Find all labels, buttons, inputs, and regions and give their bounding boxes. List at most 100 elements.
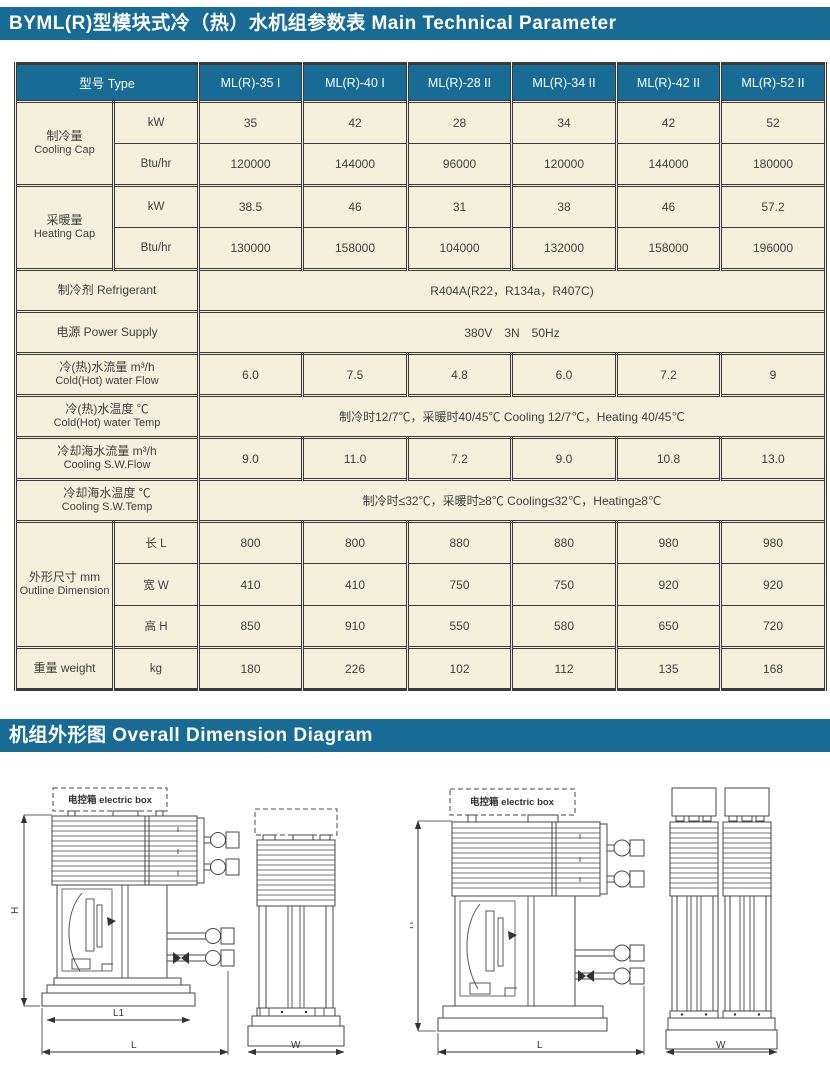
cooling-kw-cell: 42: [615, 100, 723, 144]
weight-cell: 112: [510, 646, 619, 690]
heating-kw-cell: 31: [406, 184, 514, 228]
main-title-bar: BYML(R)型模块式冷（热）水机组参数表 Main Technical Par…: [0, 7, 830, 40]
sw-flow-cell: 9.0: [197, 436, 305, 480]
sw-flow-cell: 10.8: [615, 436, 723, 480]
weight-cell: 168: [719, 646, 828, 690]
water-temp-label-cn: 冷(热)水温度 ℃: [65, 402, 149, 417]
dimension-label-en: Outline Dimension: [19, 585, 110, 598]
water-flow-cell: 6.0: [197, 352, 305, 396]
cooling-btu-cell: 120000: [197, 143, 305, 186]
dimension-label-cell: 外形尺寸 mm Outline Dimension: [14, 520, 115, 648]
dim-w-label: W: [291, 1040, 301, 1051]
heating-btu-cell: 104000: [406, 227, 514, 270]
model-header-cell: ML(R)-40 I: [301, 63, 410, 102]
dimension-width-row: 宽 W 410 410 750 750 920 920: [16, 563, 828, 606]
electric-box-outline: [52, 787, 168, 812]
sw-flow-row: 冷却海水流量 m³/h Cooling S.W.Flow 9.0 11.0 7.…: [13, 436, 828, 480]
height-unit-cell: 高 H: [111, 605, 201, 648]
height-cell: 580: [510, 605, 619, 648]
length-cell: 800: [301, 520, 410, 564]
cooling-btu-cell: 180000: [719, 143, 828, 186]
sw-temp-row: 冷却海水温度 ℃ Cooling S.W.Temp 制冷时≤32℃，采暖时≥8℃…: [13, 478, 828, 522]
cooling-btu-cell: 120000: [510, 143, 619, 186]
electric-box-outline: [449, 788, 576, 816]
width-cell: 750: [406, 563, 514, 606]
electric-box-side-outline: [254, 808, 338, 836]
weight-cell: 102: [406, 646, 514, 690]
diagram-title-bar: 机组外形图 Overall Dimension Diagram: [0, 719, 830, 752]
side-view-dual: W: [665, 787, 778, 1056]
cooling-btu-unit: Btu/hr: [111, 143, 201, 186]
cooling-kw-cell: 52: [719, 100, 828, 144]
cooling-kw-row: 制冷量 Cooling Cap kW 35 42 28 34 42 52: [14, 100, 828, 186]
dim-h-label: H: [410, 922, 416, 929]
sw-flow-cell: 11.0: [301, 436, 410, 480]
model-header-cell: ML(R)-34 II: [510, 63, 619, 102]
water-temp-row: 冷(热)水温度 ℃ Cold(Hot) water Temp 制冷时12/7℃，…: [13, 394, 828, 438]
heating-kw-cell: 57.2: [719, 184, 828, 228]
cooling-label-en: Cooling Cap: [34, 144, 95, 157]
model-header-cell: ML(R)-28 II: [406, 63, 514, 102]
weight-cell: 135: [615, 646, 723, 690]
dim-l1-label: L1: [113, 1008, 125, 1019]
sw-flow-label-en: Cooling S.W.Flow: [63, 459, 151, 472]
heating-label-cn: 采暖量: [46, 213, 83, 228]
diagram-section-title: 机组外形图 Overall Dimension Diagram: [9, 725, 373, 746]
heating-kw-unit: kW: [111, 184, 201, 228]
cooling-btu-cell: 144000: [615, 143, 723, 186]
heating-btu-cell: 158000: [301, 227, 410, 270]
sw-temp-label-cell: 冷却海水温度 ℃ Cooling S.W.Temp: [13, 478, 201, 522]
water-temp-value-cell: 制冷时12/7℃，采暖时40/45℃ Cooling 12/7℃，Heating…: [197, 394, 828, 438]
water-flow-cell: 7.5: [301, 352, 410, 396]
cooling-kw-cell: 35: [197, 100, 305, 144]
dimension-diagrams: H L1 L 电控箱 electric box: [0, 771, 830, 1063]
refrigerant-label-cell: 制冷剂 Refrigerant: [13, 268, 201, 312]
cooling-kw-unit: kW: [111, 100, 201, 144]
height-cell: 720: [719, 605, 828, 648]
cooling-kw-cell: 34: [510, 100, 619, 144]
sw-flow-cell: 13.0: [719, 436, 828, 480]
power-label-cell: 电源 Power Supply: [13, 310, 201, 354]
length-cell: 880: [406, 520, 514, 564]
front-view: H L1 L: [10, 787, 240, 1056]
heating-kw-row: 采暖量 Heating Cap kW 38.5 46 31 38 46 57.2: [14, 184, 828, 270]
dim-l: [41, 971, 229, 1056]
water-flow-cell: 4.8: [406, 352, 514, 396]
width-cell: 920: [615, 563, 723, 606]
length-unit-cell: 长 L: [111, 520, 201, 564]
water-flow-row: 冷(热)水流量 m³/h Cold(Hot) water Flow 6.0 7.…: [13, 352, 828, 396]
heating-btu-cell: 132000: [510, 227, 619, 270]
weight-unit-cell: kg: [111, 646, 201, 690]
sw-flow-label-cn: 冷却海水流量 m³/h: [57, 444, 157, 459]
dimension-length-row: 外形尺寸 mm Outline Dimension 长 L 800 800 88…: [14, 520, 828, 648]
dim-h-label: H: [10, 907, 21, 914]
heating-label-en: Heating Cap: [33, 228, 96, 241]
cooling-btu-cell: 96000: [406, 143, 514, 186]
weight-cell: 180: [197, 646, 305, 690]
cooling-kw-cell: 42: [301, 100, 410, 144]
weight-cell: 226: [301, 646, 410, 690]
width-unit-cell: 宽 W: [111, 563, 201, 606]
cooling-btu-cell: 144000: [301, 143, 410, 186]
heating-btu-row: Btu/hr 130000 158000 104000 132000 15800…: [16, 227, 828, 270]
sw-flow-cell: 9.0: [510, 436, 619, 480]
sw-flow-cell: 7.2: [406, 436, 514, 480]
table-header-row: 型号 Type ML(R)-35 I ML(R)-40 I ML(R)-28 I…: [13, 63, 828, 102]
heating-kw-cell: 38.5: [197, 184, 305, 228]
heating-btu-cell: 130000: [197, 227, 305, 270]
water-flow-cell: 7.2: [615, 352, 723, 396]
height-cell: 850: [197, 605, 305, 648]
cooling-label-cn: 制冷量: [46, 129, 83, 144]
heating-btu-unit: Btu/hr: [111, 227, 201, 270]
length-cell: 800: [197, 520, 305, 564]
width-cell: 410: [301, 563, 410, 606]
technical-parameter-table: 型号 Type ML(R)-35 I ML(R)-40 I ML(R)-28 I…: [13, 62, 828, 691]
dim-h: [414, 820, 452, 1032]
water-flow-label-en: Cold(Hot) water Flow: [55, 375, 159, 388]
water-flow-label-cell: 冷(热)水流量 m³/h Cold(Hot) water Flow: [13, 352, 201, 396]
heating-kw-cell: 46: [615, 184, 723, 228]
dim-l-label: L: [131, 1040, 137, 1051]
model-header-cell: ML(R)-35 I: [197, 63, 305, 102]
type-header-cell: 型号 Type: [13, 63, 201, 102]
water-flow-label-cn: 冷(热)水流量 m³/h: [59, 360, 155, 375]
